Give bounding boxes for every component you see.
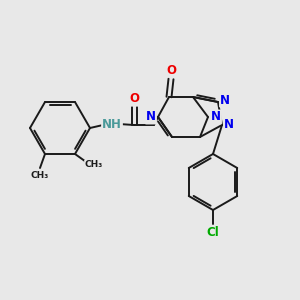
Text: N: N xyxy=(211,110,221,124)
Text: O: O xyxy=(166,64,176,76)
Text: N: N xyxy=(224,118,234,131)
Text: O: O xyxy=(129,92,139,106)
Text: CH₃: CH₃ xyxy=(31,172,49,181)
Text: NH: NH xyxy=(102,118,122,130)
Text: CH₃: CH₃ xyxy=(85,160,103,169)
Text: N: N xyxy=(146,110,156,124)
Text: Cl: Cl xyxy=(207,226,219,239)
Text: N: N xyxy=(220,94,230,106)
